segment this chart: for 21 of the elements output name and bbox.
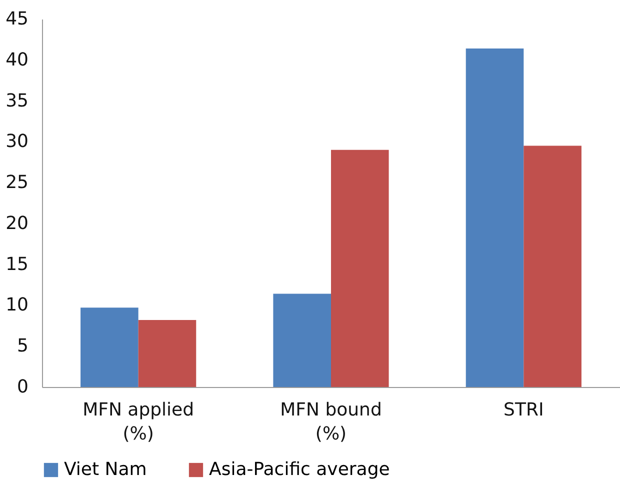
x-tick-label: STRI <box>504 400 544 420</box>
bar <box>138 320 196 387</box>
y-tick-label: 0 <box>17 376 28 398</box>
bar <box>331 150 389 387</box>
y-tick-label: 40 <box>6 49 28 70</box>
y-tick-label: 35 <box>6 90 28 112</box>
y-tick-label: 5 <box>17 336 28 357</box>
y-tick-label: 25 <box>6 172 28 194</box>
bar <box>273 294 331 387</box>
x-tick-label: MFN applied (%) <box>82 400 194 444</box>
y-tick-label: 15 <box>6 254 28 275</box>
y-tick-label: 20 <box>6 212 28 234</box>
y-tick-label: 30 <box>6 131 28 152</box>
legend-label: Viet Nam <box>64 459 147 480</box>
y-tick-label: 10 <box>6 294 28 316</box>
bar <box>524 146 582 387</box>
y-tick-label: 45 <box>6 8 28 30</box>
bar <box>466 48 524 387</box>
x-tick-label: MFN bound (%) <box>280 400 382 444</box>
bar <box>80 308 138 387</box>
legend-label: Asia-Pacific average <box>209 459 390 480</box>
